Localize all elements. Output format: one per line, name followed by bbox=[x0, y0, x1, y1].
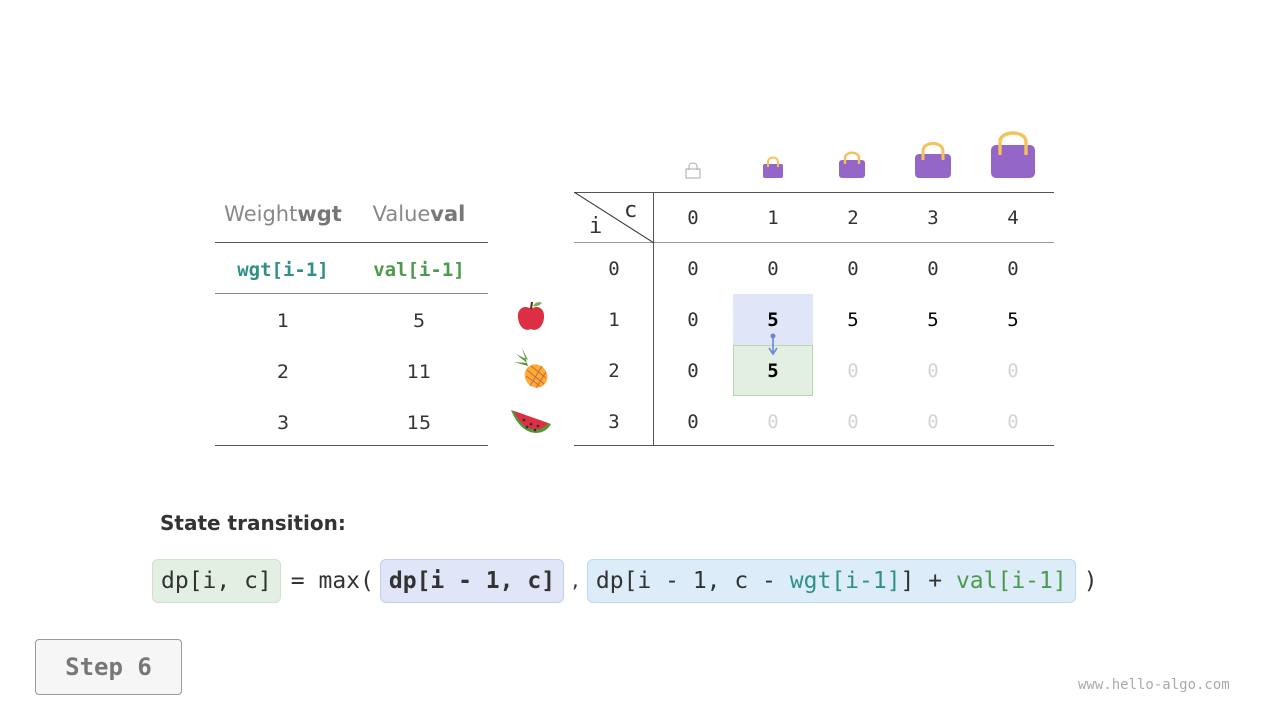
row-header: 1 bbox=[608, 308, 620, 331]
value-cell: 5 bbox=[412, 309, 426, 332]
row-header: 0 bbox=[608, 257, 620, 280]
row-header: 2 bbox=[608, 359, 620, 382]
watermark: www.hello-algo.com bbox=[1078, 677, 1230, 693]
bag-icon bbox=[915, 142, 951, 178]
dp-cell: 0 bbox=[847, 257, 859, 280]
pineapple-icon bbox=[514, 348, 548, 389]
dp-cell: 5 bbox=[767, 359, 779, 382]
formula-text: ] + bbox=[900, 568, 956, 594]
formula-val: val[i-1] bbox=[955, 568, 1067, 594]
transition-arrow bbox=[768, 333, 778, 356]
formula-max: = max( bbox=[290, 568, 374, 594]
dp-cell: 0 bbox=[767, 410, 779, 433]
dp-cell: 0 bbox=[687, 410, 699, 433]
header-text: Value bbox=[372, 201, 431, 226]
dp-cell: 0 bbox=[927, 410, 939, 433]
corner-row-label: i bbox=[589, 214, 603, 239]
col-header: 4 bbox=[1007, 206, 1019, 229]
col-header: 3 bbox=[927, 206, 939, 229]
bag-icon bbox=[763, 156, 783, 178]
dp-cell: 0 bbox=[1007, 359, 1019, 382]
empty-bag-icon bbox=[685, 162, 701, 179]
dp-cell: 5 bbox=[847, 308, 859, 331]
dp-cell: 0 bbox=[1007, 410, 1019, 433]
col-header: 0 bbox=[687, 206, 699, 229]
formula-text: dp[i - 1, c - bbox=[595, 568, 790, 594]
watermelon-icon bbox=[511, 410, 551, 433]
dp-cell: 5 bbox=[767, 308, 779, 331]
formula-comma: , bbox=[570, 570, 581, 592]
dp-cell: 0 bbox=[847, 410, 859, 433]
formula-title: State transition: bbox=[160, 511, 346, 535]
formula-arg1: dp[i - 1, c] bbox=[379, 559, 565, 603]
formula-lhs: dp[i, c] bbox=[152, 559, 281, 603]
formula-arg2: dp[i - 1, c - wgt[i-1]] + val[i-1] bbox=[586, 559, 1076, 603]
step-button[interactable]: Step 6 bbox=[35, 639, 182, 695]
dp-cell: 0 bbox=[927, 359, 939, 382]
corner-col-label: c bbox=[624, 198, 638, 223]
dp-cell: 0 bbox=[927, 257, 939, 280]
header-bold: wgt bbox=[297, 201, 342, 226]
col-header: 2 bbox=[847, 206, 859, 229]
dp-cell: 0 bbox=[847, 359, 859, 382]
weight-cell: 1 bbox=[276, 309, 290, 332]
header-bold: val bbox=[430, 201, 466, 226]
value-cell: 11 bbox=[406, 360, 432, 383]
subheader-val: val[i-1] bbox=[373, 258, 465, 281]
dp-cell: 0 bbox=[687, 257, 699, 280]
formula-close: ) bbox=[1083, 568, 1098, 594]
corner-diagonal bbox=[574, 192, 654, 243]
subheader-wgt: wgt[i-1] bbox=[237, 258, 329, 281]
dp-cell: 0 bbox=[687, 359, 699, 382]
dp-cell: 0 bbox=[687, 308, 699, 331]
state-transition-formula: dp[i, c] = max( dp[i - 1, c] , dp[i - 1,… bbox=[152, 559, 1098, 603]
dp-cell: 5 bbox=[927, 308, 939, 331]
weight-cell: 2 bbox=[276, 360, 290, 383]
bag-icon bbox=[991, 131, 1035, 178]
bag-icon bbox=[839, 151, 865, 178]
dp-cell: 0 bbox=[1007, 257, 1019, 280]
col-header: 1 bbox=[767, 206, 779, 229]
formula-wgt: wgt[i-1] bbox=[789, 568, 901, 594]
value-cell: 15 bbox=[406, 411, 432, 434]
apple-icon bbox=[517, 301, 545, 330]
header-weight: Weight wgt bbox=[215, 188, 351, 239]
header-value: Value val bbox=[351, 188, 487, 239]
weight-cell: 3 bbox=[276, 411, 290, 434]
header-text: Weight bbox=[224, 201, 298, 226]
row-header: 3 bbox=[608, 410, 620, 433]
dp-cell: 0 bbox=[767, 257, 779, 280]
dp-cell: 5 bbox=[1007, 308, 1019, 331]
